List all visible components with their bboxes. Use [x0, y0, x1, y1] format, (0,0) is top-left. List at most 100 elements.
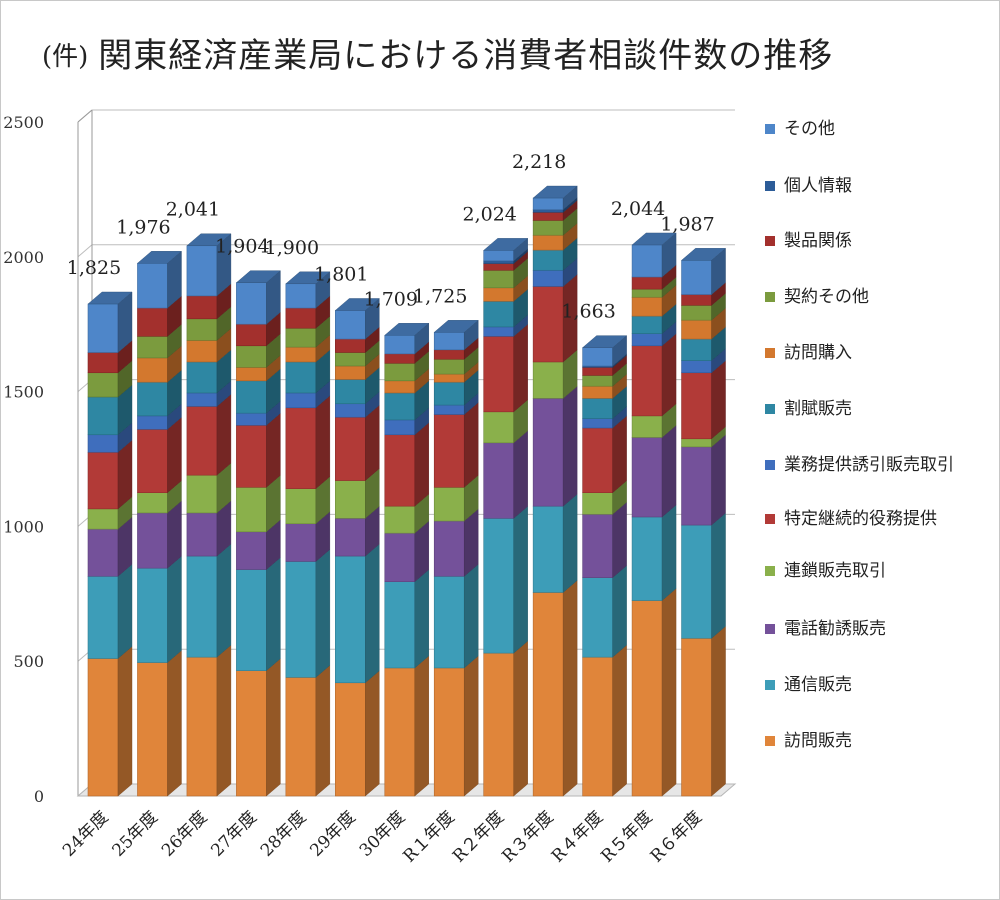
- legend-swatch: [765, 566, 775, 576]
- legend-item: 個人情報: [762, 175, 1000, 197]
- bar-segment-side: [216, 393, 232, 476]
- bar-segment: [335, 352, 366, 367]
- bar-segment: [433, 373, 465, 383]
- legend-swatch: [765, 680, 775, 690]
- bar-segment: [137, 262, 168, 309]
- bar-segment: [582, 656, 613, 797]
- bar-segment: [582, 375, 613, 387]
- bar-segment: [137, 662, 168, 797]
- bar-segment: [582, 513, 613, 578]
- bar-segment: [186, 295, 218, 320]
- bar-segment-side: [167, 650, 182, 797]
- bar-segment: [681, 637, 712, 797]
- bar-segment: [186, 340, 218, 363]
- bar-segment: [87, 372, 119, 398]
- bar-segment: [582, 492, 613, 515]
- bar-top: [136, 251, 183, 264]
- bar-segment-side: [365, 543, 380, 684]
- bar-segment: [335, 682, 366, 797]
- bar-segment: [483, 269, 514, 289]
- bar-segment-side: [513, 505, 528, 654]
- legend-label: 訪問購入: [784, 343, 852, 363]
- bar-segment: [285, 488, 317, 525]
- bar-top: [483, 238, 529, 251]
- bar-segment: [236, 323, 267, 347]
- category-label: 24年度: [59, 807, 112, 860]
- bar-segment-side: [167, 416, 182, 494]
- y-axis-unit: (件): [42, 42, 89, 72]
- bar-segment-side: [661, 504, 677, 601]
- bar-segment: [384, 380, 416, 394]
- legend-label: 特定継続的役務提供: [784, 509, 937, 529]
- bar-top: [532, 185, 578, 199]
- bar-segment-side: [513, 640, 528, 797]
- bar-segment: [433, 331, 465, 351]
- bar-segment: [236, 412, 267, 426]
- bar-segment: [236, 487, 267, 533]
- bar-segment-side: [464, 402, 479, 488]
- bar-segment: [285, 283, 317, 309]
- legend-label: 製品関係: [784, 231, 852, 251]
- bar-top: [87, 291, 133, 305]
- bar-segment: [137, 429, 168, 493]
- bar-segment: [236, 345, 267, 368]
- bar-segment: [582, 347, 613, 367]
- legend-swatch: [765, 236, 775, 246]
- bar-top: [384, 323, 430, 336]
- category-label: R２年度: [449, 807, 508, 866]
- bar-segment: [335, 338, 366, 353]
- bar-segment: [236, 424, 267, 488]
- bar-segment: [384, 419, 416, 436]
- bar-segment-side: [711, 625, 726, 797]
- bar-segment-side: [612, 415, 627, 494]
- bar-segment: [285, 327, 317, 348]
- bar-segment: [631, 296, 663, 317]
- bar-segment: [532, 505, 564, 593]
- legend-swatch: [765, 460, 775, 470]
- bar-segment-side: [266, 412, 281, 488]
- bar-segment: [87, 658, 119, 797]
- bar-segment: [335, 365, 366, 380]
- category-label: 29年度: [306, 807, 359, 860]
- bar-segment: [335, 518, 366, 557]
- bar-segment: [582, 418, 613, 429]
- bar-segment: [681, 294, 712, 306]
- bar-segment: [87, 451, 119, 510]
- bar-segment: [681, 260, 712, 295]
- total-label: 1,904: [215, 236, 269, 258]
- bar-segment: [631, 288, 663, 298]
- bar-segment: [433, 404, 465, 415]
- bar-segment: [137, 567, 168, 663]
- bar-segment: [532, 209, 564, 213]
- bar-segment: [186, 474, 218, 514]
- bar-segment: [532, 249, 564, 271]
- legend-item: その他: [762, 118, 1000, 140]
- bar-segment-side: [464, 563, 479, 669]
- bar-segment-side: [216, 644, 232, 797]
- bar-segment: [384, 392, 416, 421]
- bar-segment: [186, 656, 218, 797]
- bar-segment: [335, 310, 366, 340]
- bar-segment: [631, 244, 663, 278]
- bar-segment: [186, 245, 218, 297]
- category-label: R５年度: [597, 807, 656, 866]
- legend-item: 製品関係: [762, 230, 1000, 252]
- bar-top: [680, 248, 727, 261]
- bar-segment: [483, 411, 514, 444]
- bar-segment: [137, 381, 168, 417]
- bar-segment: [137, 336, 168, 359]
- bar-segment: [137, 415, 168, 430]
- bar-segment: [483, 652, 514, 797]
- bar-segment: [87, 352, 119, 374]
- bar-segment: [631, 276, 663, 290]
- bar-segment: [384, 505, 416, 534]
- total-label: 1,976: [116, 216, 170, 238]
- bar-segment: [582, 367, 613, 376]
- legend-item: 契約その他: [762, 286, 1000, 308]
- legend-item: 割賦販売: [762, 398, 1000, 420]
- gridline-side: [77, 244, 93, 258]
- bar-segment: [335, 379, 366, 405]
- legend-label: その他: [784, 119, 835, 139]
- bar-segment-side: [711, 512, 726, 639]
